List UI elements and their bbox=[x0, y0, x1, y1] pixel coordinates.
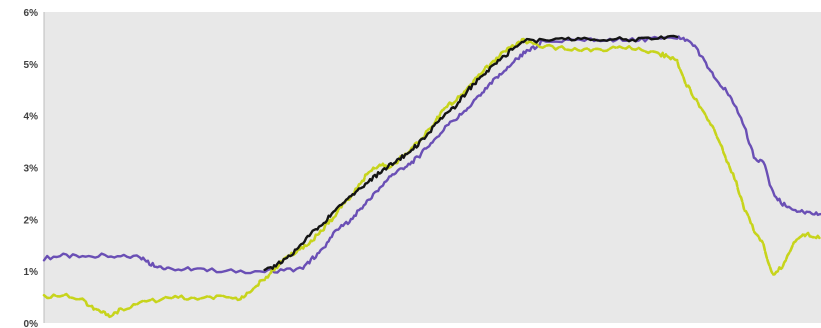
y-tick-label: 0% bbox=[24, 319, 39, 328]
y-tick-label: 5% bbox=[24, 60, 39, 71]
y-axis: 0% 1% 2% 3% 4% 5% 6% bbox=[24, 8, 44, 328]
y-tick-label: 3% bbox=[24, 164, 39, 175]
y-tick-label: 4% bbox=[24, 112, 39, 123]
y-tick-label: 1% bbox=[24, 267, 39, 278]
y-tick-label: 2% bbox=[24, 215, 39, 226]
y-tick-label: 6% bbox=[24, 8, 39, 19]
